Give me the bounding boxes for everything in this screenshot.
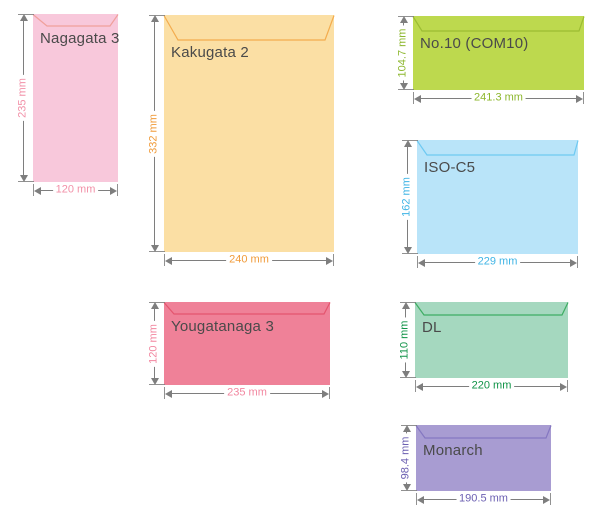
height-dimension-label: 235 mm [16,75,30,121]
width-dimension-label: 120 mm [52,183,99,197]
extension-tick-right [329,387,330,399]
arrowhead-up-icon [150,15,159,22]
extension-line-top [398,16,414,17]
arrowhead-up-icon [150,302,159,309]
extension-line-bottom [18,181,34,182]
envelope-name: DL [422,319,442,336]
extension-tick-left [417,256,418,268]
arrowhead-up-icon [403,140,412,147]
arrowhead-right-icon [570,258,577,267]
width-dimension-label: 190.5 mm [456,492,511,506]
extension-tick-right [583,92,584,104]
extension-line-top [400,302,416,303]
arrowhead-right-icon [543,495,550,504]
envelope-shape: ISO-C5 [416,140,579,254]
extension-tick-right [567,380,568,392]
flap-outline [412,16,585,32]
arrowhead-right-icon [110,186,117,195]
arrowhead-right-icon [326,256,333,265]
arrowhead-left-icon [165,256,172,265]
arrowhead-right-icon [576,94,583,103]
envelope-flap-icon [412,16,585,32]
width-dimension-label: 240 mm [226,253,272,267]
arrowhead-down-icon [402,484,411,491]
width-dimension-label: 235 mm [224,386,270,400]
width-dimension-label: 229 mm [474,255,521,269]
extension-line-bottom [149,384,165,385]
envelope-flap-icon [416,140,579,156]
height-dimension-label: 104.7 mm [396,25,410,81]
envelope-name: Monarch [423,442,483,459]
arrowhead-left-icon [414,94,421,103]
extension-line-bottom [400,377,416,378]
arrowhead-down-icon [401,371,410,378]
extension-tick-right [117,184,118,196]
height-dimension-label: 120 mm [147,320,161,367]
arrowhead-left-icon [417,495,424,504]
envelope-shape: No.10 (COM10) [412,16,585,90]
extension-line-bottom [398,89,414,90]
flap-outline [414,302,569,316]
arrowhead-right-icon [560,382,567,391]
arrowhead-left-icon [416,382,423,391]
extension-tick-left [164,387,165,399]
flap-outline [416,140,579,156]
extension-line-top [401,425,417,426]
flap-outline [32,14,119,27]
extension-line-top [18,14,34,15]
extension-line-bottom [402,253,418,254]
arrowhead-right-icon [322,389,329,398]
extension-line-top [149,302,165,303]
flap-outline [163,302,331,315]
envelope-shape: Monarch [415,425,552,491]
arrowhead-left-icon [34,186,41,195]
extension-line-bottom [401,490,417,491]
envelope-name: ISO-C5 [424,159,476,176]
arrowhead-down-icon [19,175,28,182]
arrowhead-up-icon [402,425,411,432]
extension-tick-right [577,256,578,268]
envelope-shape: Kakugata 2 [163,15,335,252]
arrowhead-down-icon [403,247,412,254]
arrowhead-down-icon [150,378,159,385]
extension-tick-left [415,380,416,392]
arrowhead-up-icon [19,14,28,21]
height-dimension-label: 110 mm [398,317,412,363]
envelope-flap-icon [414,302,569,316]
arrowhead-down-icon [150,245,159,252]
arrowhead-left-icon [418,258,425,267]
extension-tick-left [33,184,34,196]
envelope-name: Nagagata 3 [40,30,120,47]
envelope-shape: Yougatanaga 3 [163,302,331,385]
extension-tick-left [416,493,417,505]
arrowhead-down-icon [399,83,408,90]
extension-tick-right [550,493,551,505]
extension-line-bottom [149,251,165,252]
envelope-flap-icon [163,302,331,315]
envelope-flap-icon [163,15,335,41]
envelope-flap-icon [32,14,119,27]
arrowhead-up-icon [399,16,408,23]
envelope-name: No.10 (COM10) [420,35,529,52]
envelope-name: Yougatanaga 3 [171,318,274,335]
arrowhead-up-icon [401,302,410,309]
flap-outline [163,15,335,41]
extension-line-top [149,15,165,16]
height-dimension-label: 98.4 mm [399,433,413,483]
envelope-name: Kakugata 2 [171,44,249,61]
extension-tick-right [333,254,334,266]
extension-line-top [402,140,418,141]
envelope-shape: Nagagata 3 [32,14,120,182]
flap-outline [415,425,552,439]
height-dimension-label: 332 mm [147,110,161,157]
width-dimension-label: 220 mm [468,379,515,393]
envelope-flap-icon [415,425,552,439]
arrowhead-left-icon [165,389,172,398]
height-dimension-label: 162 mm [400,174,414,220]
width-dimension-label: 241.3 mm [471,91,526,105]
envelope-shape: DL [414,302,569,378]
extension-tick-left [413,92,414,104]
extension-tick-left [164,254,165,266]
